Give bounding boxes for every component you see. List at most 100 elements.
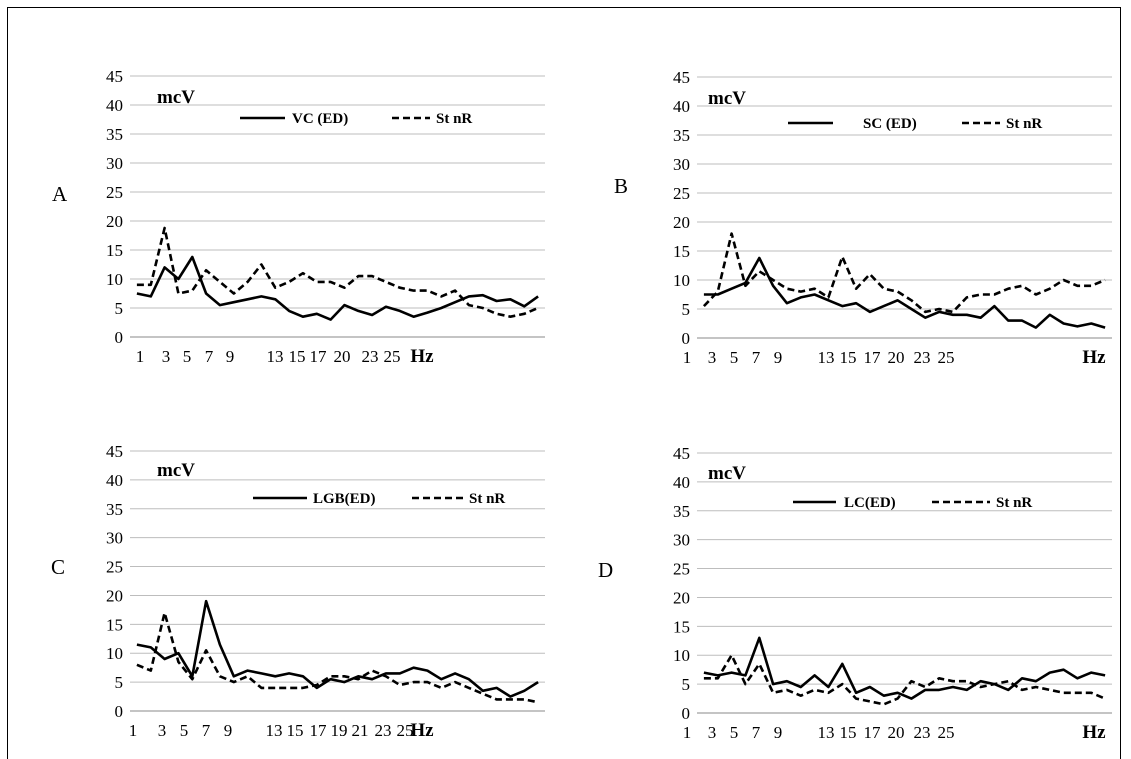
y-unit-label: mcV <box>157 460 195 481</box>
legend-label: St nR <box>996 495 1032 511</box>
x-unit-label: Hz <box>1082 722 1106 743</box>
y-tick-label: 5 <box>115 673 124 692</box>
x-tick-label: 13 <box>818 348 835 367</box>
x-tick-label: 1 <box>129 721 138 740</box>
y-tick-label: 15 <box>106 241 123 260</box>
x-tick-label: 5 <box>183 347 192 366</box>
series-line-st-nr <box>136 611 539 704</box>
legend-label: St nR <box>1006 116 1042 132</box>
x-tick-label: 9 <box>774 723 783 742</box>
y-tick-label: 25 <box>106 183 123 202</box>
x-tick-label: 21 <box>352 721 369 740</box>
series-line-ed <box>703 636 1106 700</box>
x-tick-label: 3 <box>162 347 171 366</box>
y-tick-label: 40 <box>106 471 123 490</box>
y-tick-label: 40 <box>106 96 123 115</box>
y-tick-label: 25 <box>673 560 690 579</box>
x-tick-label: 7 <box>752 723 761 742</box>
x-tick-label: 25 <box>397 721 414 740</box>
y-tick-label: 40 <box>673 97 690 116</box>
x-tick-label: 23 <box>362 347 379 366</box>
x-tick-label: 7 <box>202 721 211 740</box>
y-unit-label: mcV <box>157 87 195 108</box>
y-tick-label: 5 <box>682 675 691 694</box>
series-line-ed <box>136 599 539 698</box>
x-tick-label: 20 <box>334 347 351 366</box>
y-tick-label: 35 <box>106 500 123 519</box>
x-unit-label: Hz <box>410 346 434 367</box>
y-tick-label: 20 <box>673 213 690 232</box>
series-line-ed <box>703 256 1106 329</box>
panel-label: A <box>52 182 68 206</box>
x-tick-label: 23 <box>375 721 392 740</box>
y-tick-label: 45 <box>106 67 123 86</box>
x-tick-label: 9 <box>224 721 233 740</box>
x-tick-label: 23 <box>914 723 931 742</box>
legend-label: LC(ED) <box>844 495 896 511</box>
y-tick-label: 35 <box>673 502 690 521</box>
panel-label: D <box>598 558 613 582</box>
y-unit-label: mcV <box>708 88 746 109</box>
x-tick-label: 9 <box>226 347 235 366</box>
y-tick-label: 15 <box>673 617 690 636</box>
x-tick-label: 15 <box>840 723 857 742</box>
x-tick-label: 25 <box>938 723 955 742</box>
y-tick-label: 45 <box>673 444 690 463</box>
y-tick-label: 30 <box>106 154 123 173</box>
x-tick-label: 20 <box>888 348 905 367</box>
y-tick-label: 10 <box>106 270 123 289</box>
y-tick-label: 45 <box>106 442 123 461</box>
y-tick-label: 5 <box>115 299 124 318</box>
series-line-st-nr <box>136 226 539 319</box>
x-tick-label: 3 <box>708 348 717 367</box>
x-tick-label: 5 <box>180 721 189 740</box>
y-tick-label: 5 <box>682 300 691 319</box>
x-tick-label: 19 <box>331 721 348 740</box>
legend-label: SC (ED) <box>863 116 917 132</box>
panel-label: C <box>51 555 65 579</box>
x-tick-label: 17 <box>310 721 328 740</box>
x-tick-label: 5 <box>730 348 739 367</box>
x-tick-label: 23 <box>914 348 931 367</box>
legend-label: St nR <box>469 491 505 507</box>
x-tick-label: 5 <box>730 723 739 742</box>
y-tick-label: 30 <box>106 529 123 548</box>
x-tick-label: 25 <box>938 348 955 367</box>
x-tick-label: 13 <box>818 723 835 742</box>
y-tick-label: 0 <box>115 702 124 721</box>
x-tick-label: 13 <box>267 347 284 366</box>
x-tick-label: 13 <box>266 721 283 740</box>
y-tick-label: 30 <box>673 531 690 550</box>
y-unit-label: mcV <box>708 463 746 484</box>
x-tick-label: 7 <box>752 348 761 367</box>
x-unit-label: Hz <box>410 720 434 741</box>
x-tick-label: 15 <box>287 721 304 740</box>
y-tick-label: 25 <box>673 184 690 203</box>
x-tick-label: 17 <box>310 347 328 366</box>
y-tick-label: 15 <box>673 242 690 261</box>
y-tick-label: 20 <box>106 212 123 231</box>
x-tick-label: 17 <box>864 348 882 367</box>
legend-label: St nR <box>436 111 472 127</box>
y-tick-label: 10 <box>673 646 690 665</box>
series-line-ed <box>136 255 539 321</box>
x-unit-label: Hz <box>1082 347 1106 368</box>
x-tick-label: 20 <box>888 723 905 742</box>
y-tick-label: 30 <box>673 155 690 174</box>
y-tick-label: 35 <box>106 125 123 144</box>
x-tick-label: 1 <box>683 723 692 742</box>
y-tick-label: 35 <box>673 126 690 145</box>
x-tick-label: 15 <box>840 348 857 367</box>
y-tick-label: 0 <box>682 329 691 348</box>
panel-label: B <box>614 174 628 198</box>
series-line-st-nr <box>703 653 1106 706</box>
y-tick-label: 10 <box>673 271 690 290</box>
y-tick-label: 45 <box>673 68 690 87</box>
legend-label: VC (ED) <box>292 111 348 127</box>
x-tick-label: 17 <box>864 723 882 742</box>
